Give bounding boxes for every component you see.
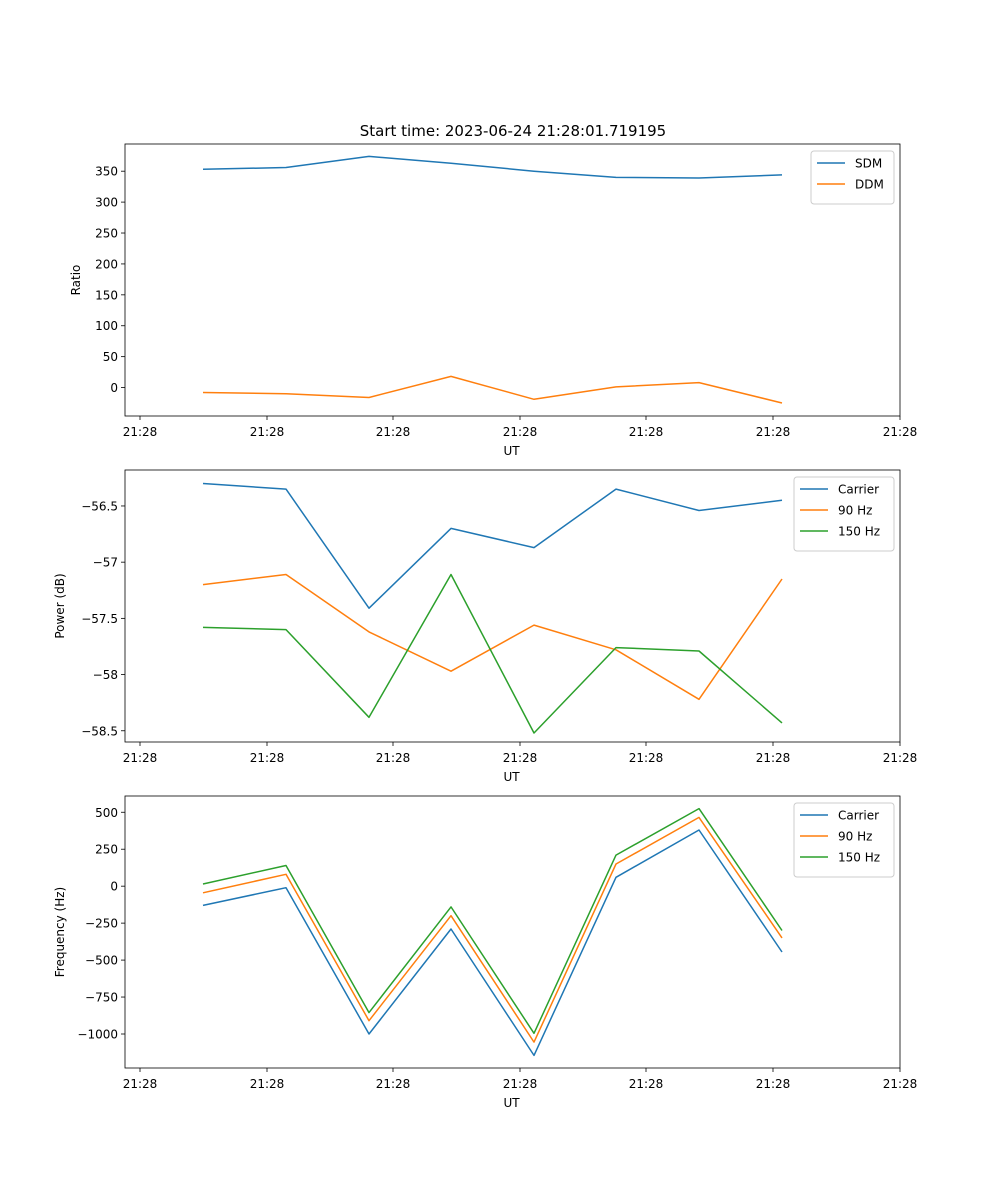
- y-tick-label: −57.5: [81, 612, 118, 626]
- x-tick-label: 21:28: [629, 425, 664, 439]
- subplot-1: 0 50 100 150 200 250 300 350 21:28 21:28 21:28 21:2…: [69, 143, 918, 458]
- figure-title: Start time: 2023-06-24 21:28:01.719195: [360, 122, 666, 140]
- series-line-3: [202, 807, 783, 1035]
- legend-label: DDM: [855, 178, 884, 192]
- x-axis-label: UT: [503, 444, 520, 458]
- subplot-2: −56.5 −57 −57.5 −58 −58.5 21:28 21:28 21:28 21:2…: [53, 469, 918, 784]
- x-tick-label: 21:28: [883, 425, 918, 439]
- legend: SDM DDM: [810, 150, 895, 205]
- x-axis-label: UT: [503, 1096, 520, 1110]
- x-tick-label: 21:28: [756, 1077, 791, 1091]
- legend-label: 90 Hz: [838, 504, 872, 518]
- y-tick-label: −250: [85, 917, 118, 931]
- y-tick-label: 0: [110, 381, 118, 395]
- x-tick-label: 21:28: [503, 1077, 538, 1091]
- y-tick-label: −1000: [77, 1028, 118, 1042]
- x-tick-label: 21:28: [629, 751, 664, 765]
- y-tick-label: 250: [95, 843, 118, 857]
- x-tick-label: 21:28: [250, 425, 285, 439]
- y-axis-label: Power (dB): [53, 573, 67, 638]
- y-tick-label: −58.5: [81, 724, 118, 738]
- series-line-2: [202, 573, 783, 701]
- y-tick-label: −750: [85, 991, 118, 1005]
- x-tick-label: 21:28: [123, 425, 158, 439]
- x-tick-label: 21:28: [376, 751, 411, 765]
- y-axis-label: Ratio: [69, 265, 83, 296]
- legend-label: 90 Hz: [838, 830, 872, 844]
- series-line-1: [202, 482, 783, 609]
- x-tick-label: 21:28: [629, 1077, 664, 1091]
- y-tick-label: −500: [85, 954, 118, 968]
- y-tick-label: 350: [95, 165, 118, 179]
- y-tick-label: 50: [103, 350, 118, 364]
- x-tick-label: 21:28: [376, 1077, 411, 1091]
- legend-box: [793, 802, 895, 878]
- legend-label: Carrier: [838, 809, 879, 823]
- y-tick-label: 300: [95, 196, 118, 210]
- legend-box: [793, 476, 895, 552]
- series-line-3: [202, 573, 783, 734]
- y-tick-label: 100: [95, 319, 118, 333]
- series-line-1: [202, 155, 783, 179]
- legend: Carrier 90 Hz 150 Hz: [793, 802, 895, 878]
- x-tick-label: 21:28: [123, 751, 158, 765]
- x-tick-label: 21:28: [503, 751, 538, 765]
- x-tick-label: 21:28: [883, 1077, 918, 1091]
- axes-frame: [124, 143, 901, 417]
- x-axis-label: UT: [503, 770, 520, 784]
- x-tick-label: 21:28: [250, 1077, 285, 1091]
- x-tick-label: 21:28: [503, 425, 538, 439]
- y-tick-label: 150: [95, 288, 118, 302]
- series-line-1: [202, 829, 783, 1057]
- legend-label: 150 Hz: [838, 851, 880, 865]
- series-line-2: [202, 375, 783, 404]
- subplot-3: 500 250 0 −250 −500 −750 −1000 21:28 21:28 21:28 2…: [53, 795, 918, 1110]
- y-tick-label: −57: [93, 556, 118, 570]
- y-axis-label: Frequency (Hz): [53, 887, 67, 978]
- legend: Carrier 90 Hz 150 Hz: [793, 476, 895, 552]
- y-tick-label: 0: [110, 880, 118, 894]
- legend-box: [810, 150, 895, 205]
- y-tick-label: 250: [95, 227, 118, 241]
- x-tick-label: 21:28: [376, 425, 411, 439]
- y-tick-label: 500: [95, 806, 118, 820]
- y-tick-label: −56.5: [81, 499, 118, 513]
- axes-frame: [124, 795, 901, 1069]
- legend-label: SDM: [855, 157, 882, 171]
- x-tick-label: 21:28: [250, 751, 285, 765]
- x-tick-label: 21:28: [756, 425, 791, 439]
- legend-label: Carrier: [838, 483, 879, 497]
- series-line-2: [202, 816, 783, 1043]
- legend-label: 150 Hz: [838, 525, 880, 539]
- y-tick-label: −58: [93, 668, 118, 682]
- x-tick-label: 21:28: [756, 751, 791, 765]
- x-tick-label: 21:28: [123, 1077, 158, 1091]
- axes-frame: [124, 469, 901, 743]
- y-tick-label: 200: [95, 257, 118, 271]
- x-tick-label: 21:28: [883, 751, 918, 765]
